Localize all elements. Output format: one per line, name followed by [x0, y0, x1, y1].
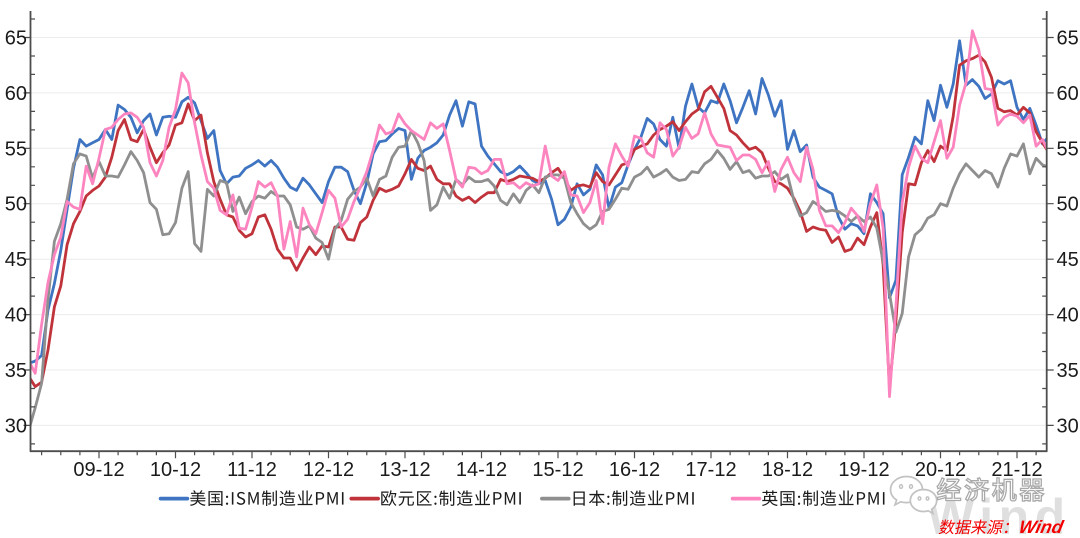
svg-text:35: 35: [5, 360, 27, 382]
svg-text:45: 45: [1057, 249, 1079, 271]
svg-text:19-12: 19-12: [838, 459, 889, 481]
svg-text:50: 50: [5, 194, 27, 216]
svg-text:60: 60: [5, 83, 27, 105]
svg-text:65: 65: [5, 28, 27, 50]
svg-text:15-12: 15-12: [532, 459, 583, 481]
svg-text:65: 65: [1057, 28, 1079, 50]
svg-text:21-12: 21-12: [991, 459, 1042, 481]
svg-text:16-12: 16-12: [609, 459, 660, 481]
svg-text:14-12: 14-12: [456, 459, 507, 481]
svg-text:45: 45: [5, 249, 27, 271]
svg-text:17-12: 17-12: [685, 459, 736, 481]
svg-text:50: 50: [1057, 194, 1079, 216]
svg-text:09-12: 09-12: [73, 459, 124, 481]
svg-text:40: 40: [5, 305, 27, 327]
svg-text:12-12: 12-12: [303, 459, 354, 481]
svg-text:11-12: 11-12: [227, 459, 277, 481]
svg-text:18-12: 18-12: [762, 459, 813, 481]
svg-text:35: 35: [1057, 360, 1079, 382]
svg-text:10-12: 10-12: [150, 459, 201, 481]
svg-text:20-12: 20-12: [915, 459, 966, 481]
svg-text:55: 55: [1057, 138, 1079, 160]
svg-text:30: 30: [5, 415, 27, 437]
svg-text:60: 60: [1057, 83, 1079, 105]
svg-text:13-12: 13-12: [379, 459, 430, 481]
svg-text:30: 30: [1057, 415, 1079, 437]
svg-text:Wind: Wind: [1017, 517, 1066, 537]
svg-text:40: 40: [1057, 305, 1079, 327]
svg-text:55: 55: [5, 138, 27, 160]
